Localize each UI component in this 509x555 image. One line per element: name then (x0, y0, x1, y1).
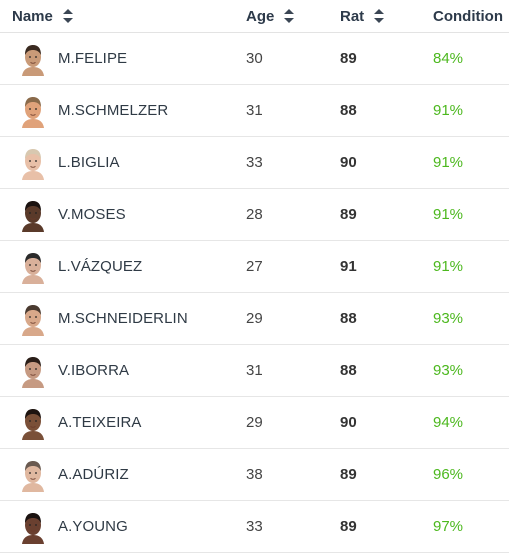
table-row[interactable]: L.BIGLIA 33 90 91% (0, 137, 509, 189)
player-rating: 89 (340, 518, 357, 535)
player-age: 30 (246, 50, 263, 67)
player-condition: 84% (433, 50, 464, 67)
player-rating: 91 (340, 258, 357, 275)
player-name-cell[interactable]: V.IBORRA (0, 354, 244, 388)
player-condition: 93% (433, 362, 464, 379)
player-avatar-icon (22, 356, 44, 388)
player-age: 31 (246, 102, 263, 119)
player-name[interactable]: A.TEIXEIRA (58, 414, 142, 431)
player-age: 29 (246, 414, 263, 431)
player-rating: 88 (340, 310, 357, 327)
player-rating: 89 (340, 466, 357, 483)
player-condition: 91% (433, 154, 464, 171)
table-row[interactable]: A.ADÚRIZ 38 89 96% (0, 449, 509, 501)
player-condition: 97% (433, 518, 464, 535)
player-rating: 89 (340, 206, 357, 223)
player-age: 28 (246, 206, 263, 223)
condition-header[interactable]: Condition (432, 8, 509, 25)
player-rating: 90 (340, 414, 357, 431)
player-name[interactable]: V.MOSES (58, 206, 126, 223)
player-name-cell[interactable]: A.YOUNG (0, 510, 244, 544)
table-row[interactable]: A.TEIXEIRA 29 90 94% (0, 397, 509, 449)
player-condition: 91% (433, 206, 464, 223)
table-row[interactable]: M.FELIPE 30 89 84% (0, 33, 509, 85)
table-row[interactable]: A.YOUNG 33 89 97% (0, 501, 509, 553)
player-condition: 91% (433, 258, 464, 275)
sort-by-name[interactable]: Name (0, 8, 244, 25)
player-name-cell[interactable]: M.SCHMELZER (0, 94, 244, 128)
player-age: 29 (246, 310, 263, 327)
player-name[interactable]: M.FELIPE (58, 50, 128, 67)
player-name[interactable]: A.ADÚRIZ (58, 466, 129, 483)
player-avatar-icon (22, 148, 44, 180)
player-age: 33 (246, 518, 263, 535)
player-name-cell[interactable]: L.VÁZQUEZ (0, 250, 244, 284)
player-avatar-icon (22, 408, 44, 440)
player-age: 31 (246, 362, 263, 379)
player-name[interactable]: M.SCHMELZER (58, 102, 169, 119)
player-name[interactable]: L.BIGLIA (58, 154, 120, 171)
table-row[interactable]: M.SCHMELZER 31 88 91% (0, 85, 509, 137)
sort-icon[interactable] (374, 9, 385, 23)
name-header-label: Name (12, 7, 53, 25)
table-row[interactable]: M.SCHNEIDERLIN 29 88 93% (0, 293, 509, 345)
player-avatar-icon (22, 460, 44, 492)
player-age: 38 (246, 466, 263, 483)
player-name-cell[interactable]: M.SCHNEIDERLIN (0, 302, 244, 336)
table-row[interactable]: L.VÁZQUEZ 27 91 91% (0, 241, 509, 293)
player-age: 33 (246, 154, 263, 171)
player-condition: 94% (433, 414, 464, 431)
rating-header-label: Rat (340, 7, 365, 25)
player-name[interactable]: A.YOUNG (58, 518, 128, 535)
player-avatar-icon (22, 252, 44, 284)
table-row[interactable]: V.IBORRA 31 88 93% (0, 345, 509, 397)
sort-by-age[interactable]: Age (244, 8, 340, 25)
player-rating: 88 (340, 362, 357, 379)
player-name-cell[interactable]: L.BIGLIA (0, 146, 244, 180)
player-name-cell[interactable]: M.FELIPE (0, 42, 244, 76)
player-condition: 93% (433, 310, 464, 327)
player-name-cell[interactable]: V.MOSES (0, 198, 244, 232)
table-body: M.FELIPE 30 89 84% M.SCHMELZER 31 88 91% L.BIGLI… (0, 33, 509, 553)
player-avatar-icon (22, 512, 44, 544)
age-header-label: Age (246, 7, 275, 25)
player-rating: 89 (340, 50, 357, 67)
player-rating: 88 (340, 102, 357, 119)
player-avatar-icon (22, 200, 44, 232)
player-rating: 90 (340, 154, 357, 171)
player-condition: 96% (433, 466, 464, 483)
player-avatar-icon (22, 304, 44, 336)
player-name[interactable]: M.SCHNEIDERLIN (58, 310, 188, 327)
player-age: 27 (246, 258, 263, 275)
table-header: Name Age Rat Condition (0, 0, 509, 33)
player-avatar-icon (22, 44, 44, 76)
table-row[interactable]: V.MOSES 28 89 91% (0, 189, 509, 241)
player-name-cell[interactable]: A.ADÚRIZ (0, 458, 244, 492)
player-avatar-icon (22, 96, 44, 128)
player-condition: 91% (433, 102, 464, 119)
sort-icon[interactable] (284, 9, 295, 23)
condition-header-label: Condition (433, 7, 503, 25)
sort-icon[interactable] (62, 9, 73, 23)
player-name[interactable]: L.VÁZQUEZ (58, 258, 143, 275)
sort-by-rating[interactable]: Rat (340, 8, 432, 25)
player-name[interactable]: V.IBORRA (58, 362, 130, 379)
player-name-cell[interactable]: A.TEIXEIRA (0, 406, 244, 440)
